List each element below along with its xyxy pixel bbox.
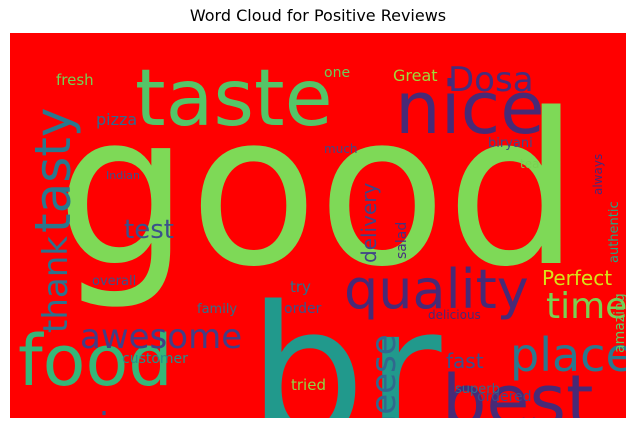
word-family: family — [197, 302, 237, 317]
word-salad: salad — [394, 222, 410, 259]
word-dosa: Dosa — [448, 60, 534, 100]
word-much: much — [324, 142, 358, 156]
word-service: service — [22, 406, 151, 418]
word-time: time — [546, 286, 626, 327]
word-delicious: delicious — [428, 308, 481, 322]
word-fast: fast — [446, 349, 484, 373]
word-order: order — [284, 301, 322, 317]
word-pizza: pizza — [96, 110, 137, 129]
word-food: food — [18, 320, 173, 402]
word-nice: nice — [395, 66, 545, 150]
word-great: Great — [393, 66, 438, 85]
word-place: place — [510, 328, 626, 382]
word-tea: tea — [520, 157, 539, 171]
word-awesome: awesome — [80, 317, 242, 357]
word-one: one — [324, 65, 350, 81]
word-best: best — [442, 360, 593, 418]
word-customer: customer — [122, 351, 188, 367]
word-biryani: biryani — [488, 136, 533, 151]
word-amazing: amazing — [612, 293, 626, 353]
word-authentic: authentic — [607, 201, 622, 263]
word-perfect: Perfect — [542, 266, 612, 290]
word-delivery: delivery — [357, 183, 381, 263]
word-always: always — [591, 154, 605, 195]
word-indian: Indian — [106, 169, 140, 182]
word-taste: taste — [135, 54, 333, 144]
word-try: try — [290, 278, 311, 296]
word-superb: superb — [455, 382, 500, 397]
word-test: test — [124, 215, 174, 245]
word-fresh: fresh — [56, 71, 94, 89]
word-tried: tried — [291, 376, 326, 394]
word-thank: thank — [36, 236, 76, 333]
word-good: good — [56, 68, 580, 313]
word-br: br — [248, 266, 442, 418]
word-overall: overall — [92, 274, 136, 289]
word-cloud: good br taste nice food best tasty quality place… — [10, 33, 626, 418]
chart-title: Word Cloud for Positive Reviews — [189, 6, 447, 25]
word-ordered: ordered — [477, 389, 532, 405]
word-quality: quality — [344, 258, 529, 321]
word-tasty: tasty — [24, 108, 82, 234]
word-cheese: cheese — [364, 334, 404, 418]
